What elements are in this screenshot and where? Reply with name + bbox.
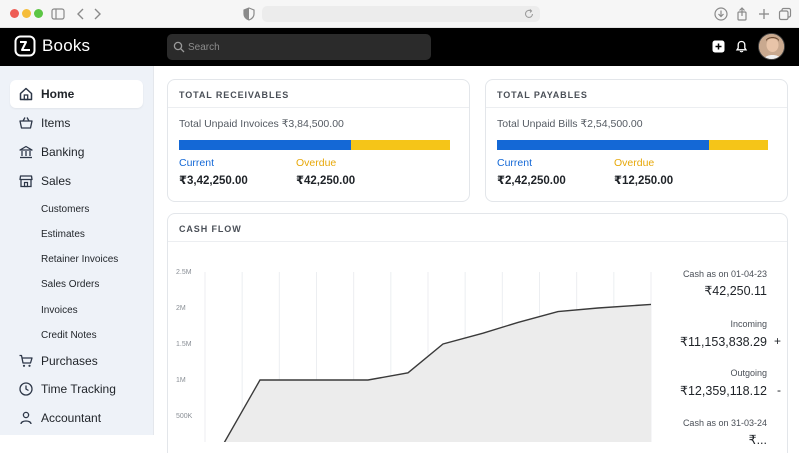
incoming-label: Incoming (730, 319, 767, 329)
sidebar-subitem-credit-notes[interactable]: Credit Notes (41, 330, 97, 341)
bank-icon (18, 144, 34, 160)
sidebar-subitem-retainer-invoices[interactable]: Retainer Invoices (41, 254, 118, 265)
receivables-overdue-segment (351, 140, 450, 150)
receivables-title: TOTAL RECEIVABLES (179, 90, 289, 100)
payables-overdue-amount[interactable]: ₹12,250.00 (614, 173, 673, 187)
payables-card: TOTAL PAYABLES Total Unpaid Bills ₹2,54,… (485, 79, 788, 202)
card-divider (168, 107, 469, 108)
store-icon (18, 173, 34, 189)
sidebar-item-time-tracking[interactable]: Time Tracking (10, 375, 143, 403)
download-icon[interactable] (713, 6, 729, 22)
close-window-button[interactable] (10, 9, 19, 18)
books-logo-icon[interactable] (13, 34, 37, 58)
payables-current-segment (497, 140, 709, 150)
y-tick-label: 500K (176, 413, 193, 420)
sidebar-item-banking[interactable]: Banking (10, 138, 143, 166)
cart-icon (18, 353, 34, 369)
payables-title: TOTAL PAYABLES (497, 90, 588, 100)
reload-icon[interactable] (523, 8, 535, 20)
cash-start-label: Cash as on 01-04-23 (683, 269, 767, 279)
forward-icon[interactable] (89, 6, 105, 22)
sidebar-toggle-icon[interactable] (50, 6, 66, 22)
minimize-window-button[interactable] (22, 9, 31, 18)
incoming-sign: + (774, 334, 781, 348)
back-icon[interactable] (73, 6, 89, 22)
payables-unpaid-total: Total Unpaid Bills ₹2,54,500.00 (497, 118, 643, 130)
address-bar[interactable] (262, 6, 540, 22)
y-tick-label: 1M (176, 377, 186, 384)
receivables-current-label: Current (179, 157, 214, 169)
privacy-shield-icon[interactable] (241, 6, 257, 22)
sidebar-item-sales[interactable]: Sales (10, 167, 143, 195)
sidebar-subitem-customers[interactable]: Customers (41, 204, 89, 215)
sidebar-subitem-estimates[interactable]: Estimates (41, 229, 85, 240)
sidebar-item-home[interactable]: Home (10, 80, 143, 108)
sidebar-nav: Home Items Banking Sales Customers Estim… (0, 66, 154, 435)
receivables-card: TOTAL RECEIVABLES Total Unpaid Invoices … (167, 79, 470, 202)
user-avatar[interactable] (758, 33, 785, 60)
outgoing-value: ₹12,359,118.12 (680, 383, 767, 398)
app-header: Books (0, 28, 799, 66)
sidebar-subitem-sales-orders[interactable]: Sales Orders (41, 279, 99, 290)
sidebar-item-label: Home (41, 87, 74, 101)
search-input[interactable] (188, 34, 424, 60)
sidebar-item-label: Banking (41, 145, 84, 159)
receivables-overdue-label: Overdue (296, 157, 336, 169)
notifications-bell-icon[interactable] (735, 40, 748, 53)
cashflow-title: CASH FLOW (179, 224, 242, 234)
y-tick-label: 1.5M (176, 341, 192, 348)
sidebar-item-label: Sales (41, 174, 71, 188)
sidebar-subitem-invoices[interactable]: Invoices (41, 305, 78, 316)
card-divider (486, 107, 787, 108)
basket-icon (18, 115, 34, 131)
accountant-icon (18, 410, 34, 426)
sidebar-item-label: Time Tracking (41, 382, 116, 396)
cash-start-value: ₹42,250.11 (704, 283, 767, 298)
sidebar-item-accountant[interactable]: Accountant (10, 404, 143, 432)
receivables-current-amount[interactable]: ₹3,42,250.00 (179, 173, 248, 187)
payables-overdue-segment (709, 140, 768, 150)
receivables-overdue-amount[interactable]: ₹42,250.00 (296, 173, 355, 187)
search-icon (173, 41, 185, 53)
payables-current-amount[interactable]: ₹2,42,250.00 (497, 173, 566, 187)
share-icon[interactable] (734, 6, 750, 22)
payables-current-label: Current (497, 157, 532, 169)
global-search[interactable] (167, 34, 431, 60)
home-icon (18, 86, 34, 102)
y-tick-label: 2M (176, 305, 186, 312)
add-new-icon[interactable] (712, 40, 725, 53)
sidebar-item-items[interactable]: Items (10, 109, 143, 137)
brand-name: Books (42, 36, 90, 56)
receivables-current-segment (179, 140, 351, 150)
outgoing-label: Outgoing (730, 368, 767, 378)
receivables-progress-bar (179, 140, 450, 150)
payables-overdue-label: Overdue (614, 157, 654, 169)
y-tick-label: 2.5M (176, 269, 192, 276)
user-photo-icon (759, 34, 785, 60)
new-tab-icon[interactable] (756, 6, 772, 22)
sidebar-item-label: Items (41, 116, 70, 130)
clock-icon (18, 381, 34, 397)
browser-toolbar (0, 0, 799, 28)
maximize-window-button[interactable] (34, 9, 43, 18)
cash-end-label: Cash as on 31-03-24 (683, 418, 767, 428)
sidebar-item-label: Accountant (41, 411, 101, 425)
payables-progress-bar (497, 140, 768, 150)
receivables-unpaid-total: Total Unpaid Invoices ₹3,84,500.00 (179, 118, 344, 130)
incoming-value: ₹11,153,838.29 (680, 334, 767, 349)
tab-overview-icon[interactable] (777, 6, 793, 22)
cash-end-value: ₹... (749, 432, 767, 447)
outgoing-sign: - (777, 383, 781, 397)
sidebar-item-purchases[interactable]: Purchases (10, 347, 143, 375)
sidebar-item-label: Purchases (41, 354, 98, 368)
